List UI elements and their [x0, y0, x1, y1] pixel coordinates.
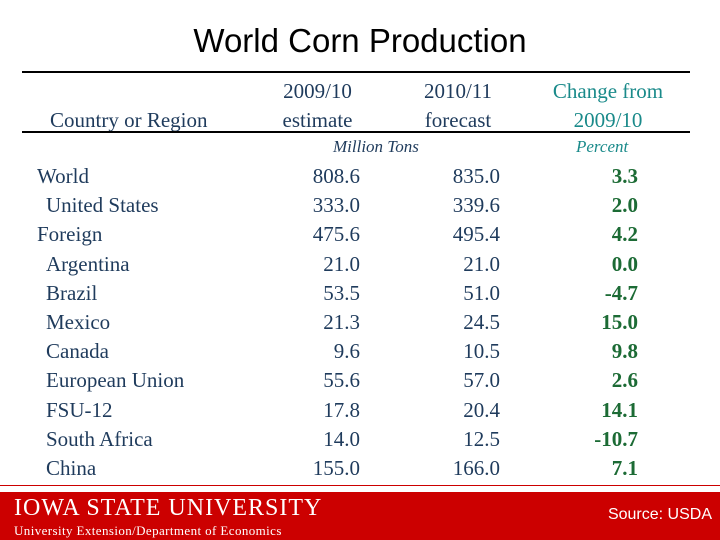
unit-million-tons: Million Tons: [333, 137, 419, 156]
table-row: European Union 55.6 57.0 2.6: [0, 366, 720, 395]
row-2010-value: 10.5: [463, 339, 500, 364]
table-row: Brazil 53.5 51.0 -4.7: [0, 279, 720, 308]
table-row: South Africa 14.0 12.5 -10.7: [0, 425, 720, 454]
header-change-line2: 2009/10: [573, 108, 643, 132]
extension-text: University Extension/Department of Econo…: [14, 523, 282, 538]
table-body: World 808.6 835.0 3.3 United States 333.…: [0, 162, 720, 483]
row-2010-value: 21.0: [463, 251, 500, 276]
table-row: World 808.6 835.0 3.3: [0, 162, 720, 191]
row-2009-value: 9.6: [333, 339, 360, 364]
row-change-value: 14.1: [601, 397, 638, 422]
row-2009-value: 475.6: [312, 222, 360, 247]
row-name: Mexico: [46, 309, 111, 334]
row-change-value: 2.0: [611, 193, 638, 218]
header-2010-line2: forecast: [424, 108, 492, 132]
row-name: World: [37, 164, 89, 188]
row-2010-value: 339.6: [452, 193, 500, 218]
header-2010-forecast: 2010/11 forecast: [403, 77, 513, 135]
row-2009-value: 17.8: [323, 397, 360, 422]
row-2009-value: 808.6: [312, 164, 360, 188]
row-2009-value: 53.5: [323, 280, 360, 305]
header-change-line1: Change from: [552, 79, 664, 103]
row-2009-value: 21.0: [323, 251, 360, 276]
table-row: Argentina 21.0 21.0 0.0: [0, 250, 720, 279]
header-bottom-rule: [22, 131, 690, 133]
row-name: China: [46, 455, 97, 480]
row-2010-value: 495.4: [452, 222, 500, 247]
header-2010-line1: 2010/11: [423, 79, 493, 103]
row-name: FSU-12: [46, 397, 113, 422]
row-change-value: -4.7: [604, 280, 638, 305]
table-top-rule: [22, 71, 690, 73]
row-change-value: 15.0: [601, 309, 638, 334]
row-change-value: -10.7: [594, 426, 638, 451]
row-name: Brazil: [46, 280, 98, 305]
row-2009-value: 55.6: [323, 368, 360, 393]
row-2009-value: 14.0: [323, 426, 360, 451]
row-2010-value: 20.4: [463, 397, 500, 422]
row-name: United States: [46, 193, 159, 218]
header-2009-line1: 2009/10: [283, 79, 352, 103]
table-row: FSU-12 17.8 20.4 14.1: [0, 396, 720, 425]
row-name: South Africa: [46, 426, 153, 451]
row-name: European Union: [46, 368, 185, 393]
unit-percent: Percent: [576, 137, 629, 156]
header-2009-line2: estimate: [282, 108, 353, 132]
row-change-value: 9.8: [611, 339, 638, 364]
table-row: China 155.0 166.0 7.1: [0, 454, 720, 483]
row-change-value: 7.1: [611, 455, 638, 480]
row-2010-value: 51.0: [463, 280, 500, 305]
row-2009-value: 21.3: [323, 309, 360, 334]
table-row: Canada 9.6 10.5 9.8: [0, 337, 720, 366]
row-2010-value: 166.0: [452, 455, 500, 480]
header-country: Country or Region: [50, 108, 208, 132]
university-logo: IOWA STATE UNIVERSITY: [14, 495, 323, 521]
row-2010-value: 57.0: [463, 368, 500, 393]
row-name: Canada: [46, 339, 109, 364]
row-change-value: 2.6: [611, 368, 638, 393]
header-change: Change from 2009/10: [537, 77, 679, 135]
row-2009-value: 155.0: [312, 455, 360, 480]
page-title: World Corn Production: [193, 22, 527, 59]
table-row: United States 333.0 339.6 2.0: [0, 191, 720, 220]
row-change-value: 4.2: [611, 222, 638, 247]
table-row: Foreign 475.6 495.4 4.2: [0, 220, 720, 249]
row-2010-value: 12.5: [463, 426, 500, 451]
row-2009-value: 333.0: [312, 193, 360, 218]
row-change-value: 3.3: [611, 164, 638, 188]
footer-bar: IOWA STATE UNIVERSITY University Extensi…: [0, 492, 720, 540]
header-2009-estimate: 2009/10 estimate: [265, 77, 370, 135]
footer-divider: [0, 485, 720, 486]
row-name: Argentina: [46, 251, 130, 276]
row-2010-value: 24.5: [463, 309, 500, 334]
row-name: Foreign: [37, 222, 103, 247]
source-label: Source: USDA: [607, 506, 712, 523]
row-change-value: 0.0: [611, 251, 638, 276]
row-2010-value: 835.0: [452, 164, 500, 188]
table-row: Mexico 21.3 24.5 15.0: [0, 308, 720, 337]
